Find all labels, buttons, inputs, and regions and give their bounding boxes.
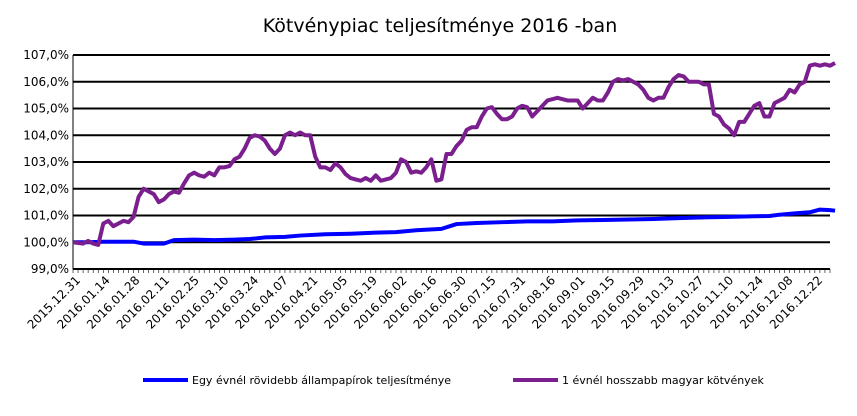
y-tick-label: 103,0% [23, 155, 69, 169]
y-tick-label: 104,0% [23, 128, 69, 142]
y-tick-label: 101,0% [23, 209, 69, 223]
chart-title: Kötvénypiac teljesítménye 2016 -ban [263, 15, 618, 37]
legend: Egy évnél rövidebb állampapírok teljesít… [143, 374, 764, 387]
series-lines [72, 61, 836, 247]
legend-label-1: Egy évnél rövidebb állampapírok teljesít… [192, 374, 451, 387]
legend-label-2: 1 évnél hosszabb magyar kötvények [562, 374, 764, 387]
y-tick-label: 106,0% [23, 75, 69, 89]
y-tick-label: 105,0% [23, 102, 69, 116]
y-tick-label: 99,0% [31, 262, 69, 276]
gridlines [72, 54, 830, 270]
series-line-2 [72, 61, 836, 247]
series-line-1 [73, 207, 836, 246]
y-tick-label: 102,0% [23, 182, 69, 196]
x-axis: 2015.12.312016.01.142016.01.282016.02.11… [25, 268, 831, 332]
y-tick-label: 107,0% [23, 48, 69, 62]
y-tick-labels: 99,0% 100,0% 101,0% 102,0% 103,0% 104,0% 105,0… [23, 48, 69, 276]
y-tick-label: 100,0% [23, 235, 69, 249]
